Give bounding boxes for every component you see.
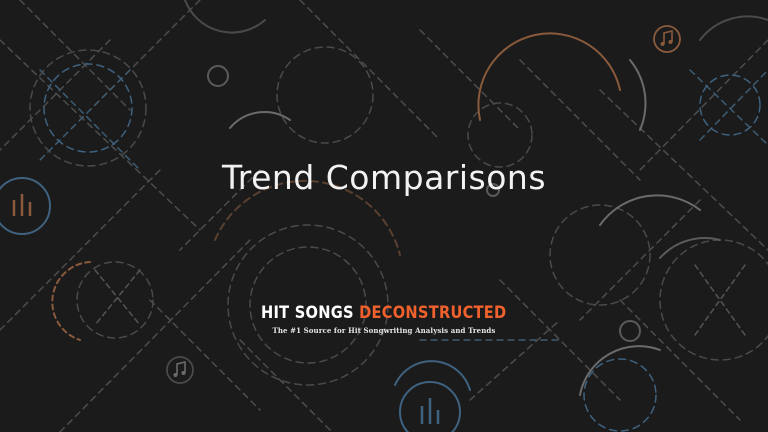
- audio-bars-icon: [0, 177, 51, 235]
- logo-deconstructed: DECONSTRUCTED: [359, 303, 507, 323]
- music-note-icon: [653, 25, 681, 53]
- logo-wordmark: HIT SONGS DECONSTRUCTED: [261, 303, 506, 323]
- logo-hit-songs: HIT SONGS: [261, 303, 355, 323]
- music-note-icon-bottom: [166, 356, 194, 384]
- audio-bars-icon-bottom: [399, 381, 461, 432]
- slide-title: Trend Comparisons: [221, 158, 547, 197]
- logo-tagline: The #1 Source for Hit Songwriting Analys…: [272, 326, 496, 335]
- brand-logo: HIT SONGS DECONSTRUCTED The #1 Source fo…: [0, 303, 768, 335]
